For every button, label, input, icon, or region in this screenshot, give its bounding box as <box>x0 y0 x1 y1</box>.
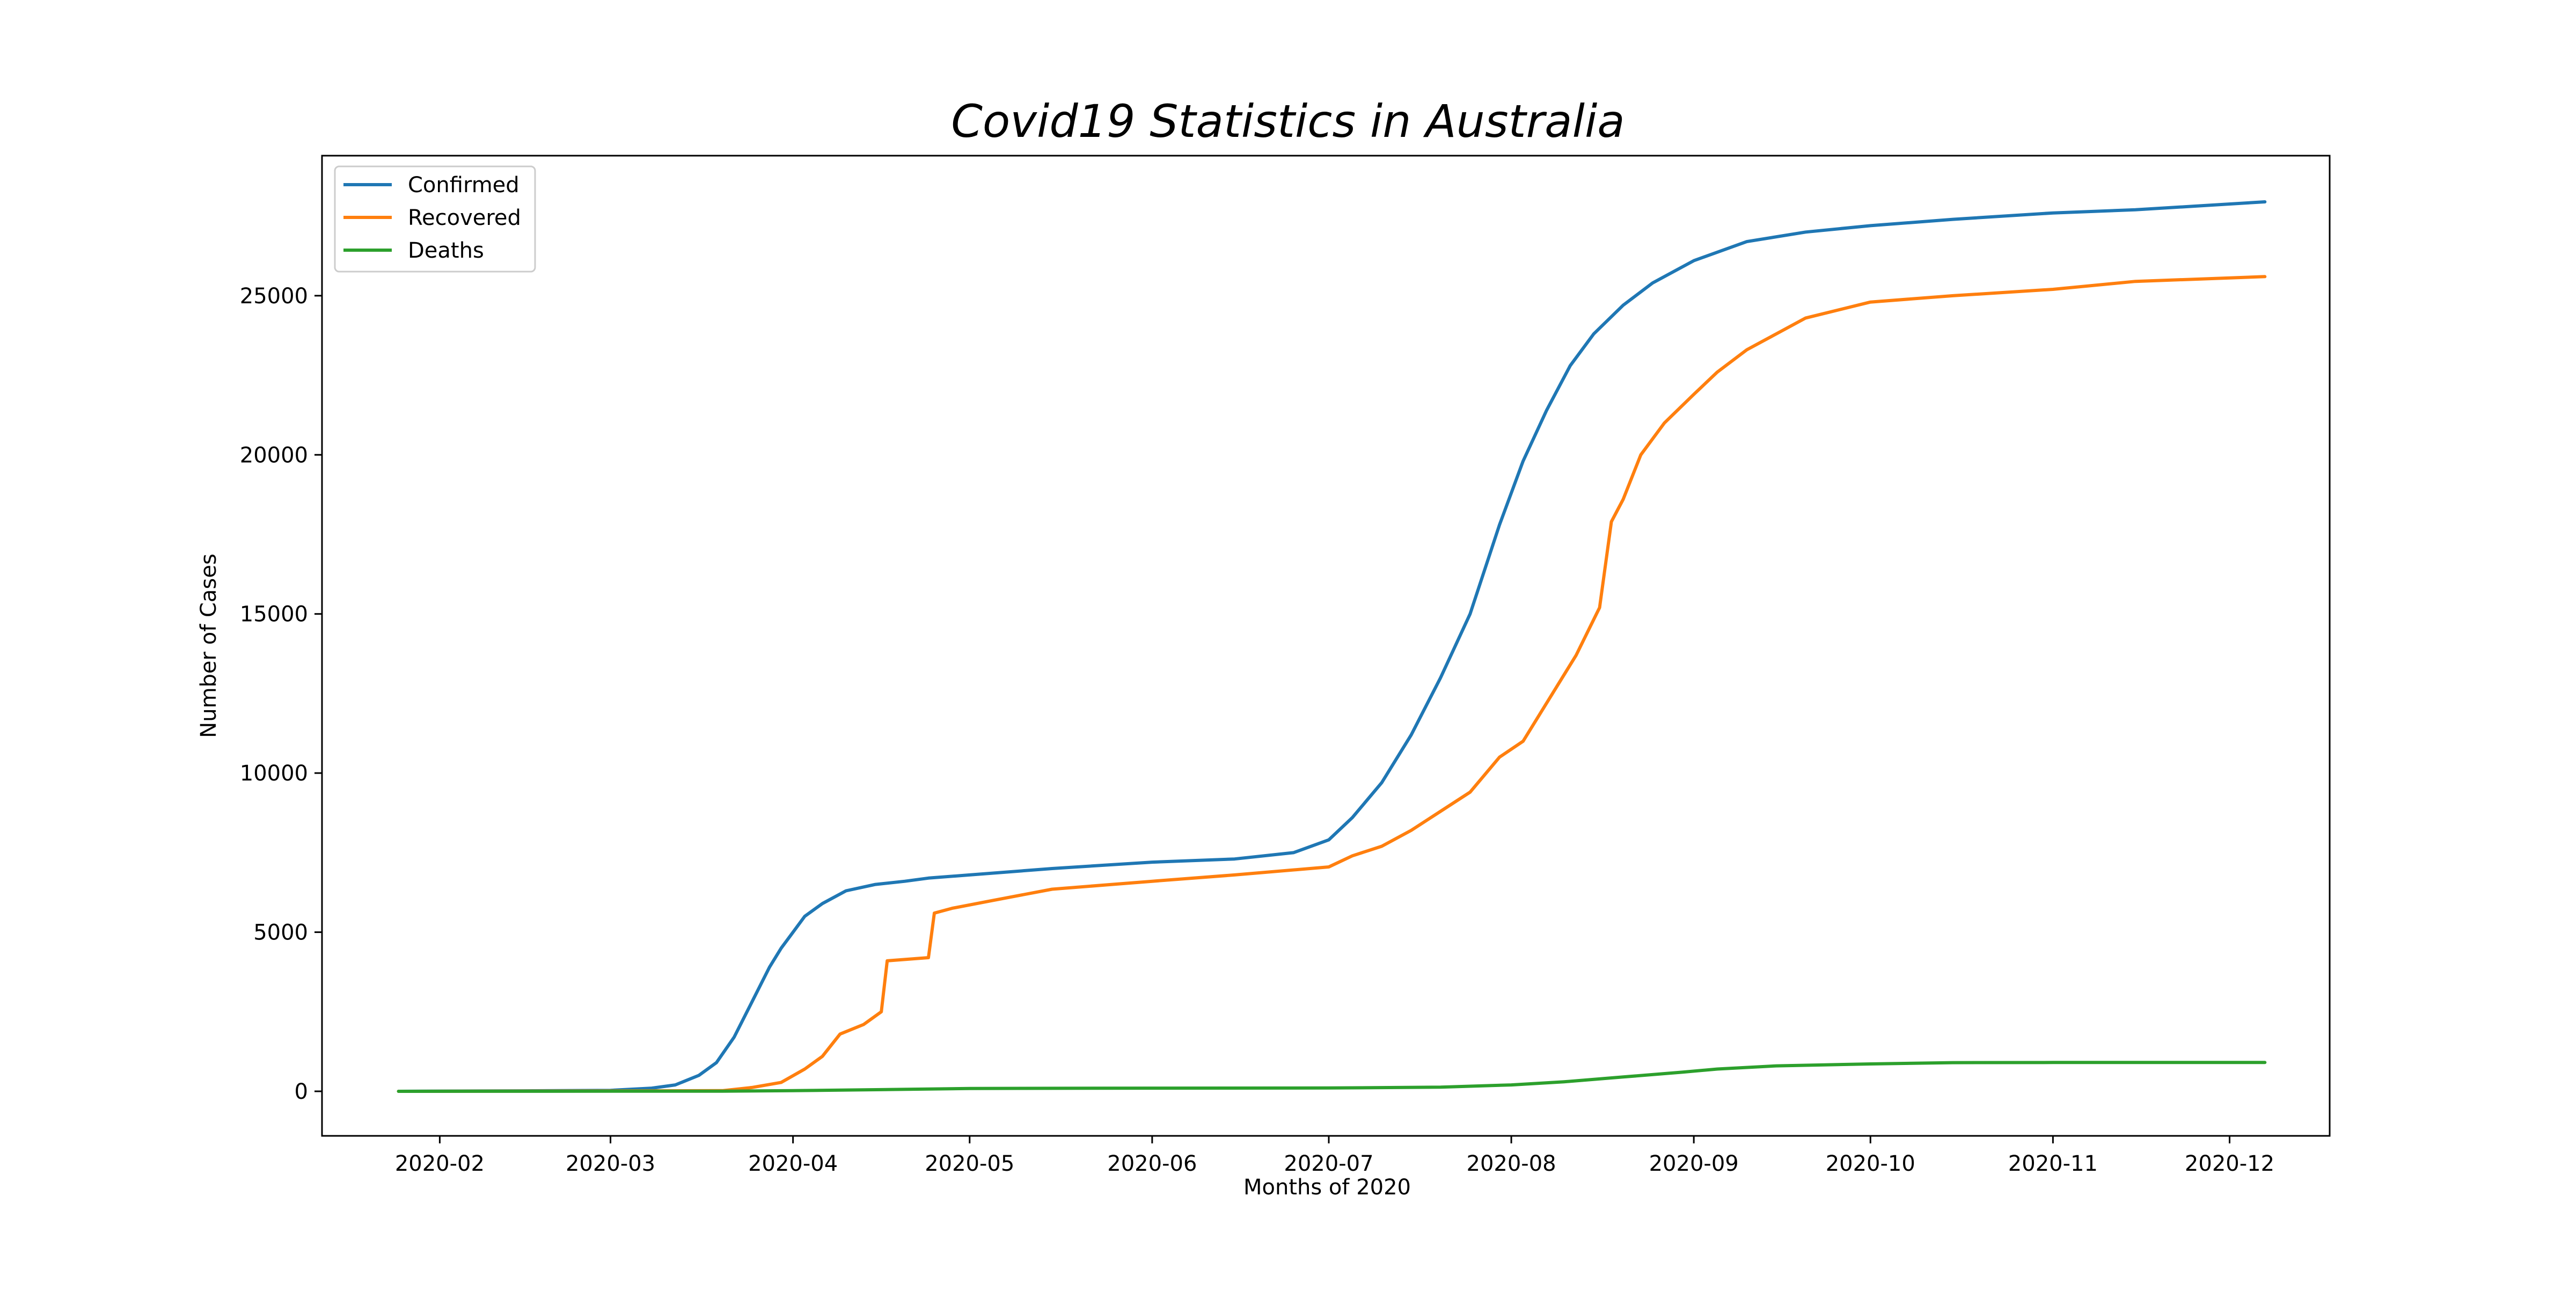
x-tick-label: 2020-04 <box>748 1151 838 1176</box>
y-tick-label: 25000 <box>240 284 308 309</box>
x-tick-label: 2020-10 <box>1826 1151 1915 1176</box>
series-line-confirmed <box>397 200 2267 1093</box>
x-tick-label: 2020-12 <box>2185 1151 2274 1176</box>
y-tick-label: 0 <box>295 1080 308 1104</box>
x-axis: 2020-02 2020-03 2020-04 2020-05 2020-06 2020-… <box>395 1136 2274 1176</box>
y-tick-label: 10000 <box>240 761 308 786</box>
y-axis-label: Number of Cases <box>196 553 221 738</box>
x-tick-label: 2020-05 <box>925 1151 1014 1176</box>
x-axis-label: Months of 2020 <box>1243 1175 1411 1200</box>
series-line-deaths <box>397 1061 2267 1093</box>
series-lines <box>397 200 2267 1093</box>
plot-area-frame <box>321 155 2331 1137</box>
x-tick-label: 2020-03 <box>566 1151 655 1176</box>
x-tick-label: 2020-08 <box>1467 1151 1556 1176</box>
x-tick-label: 2020-06 <box>1107 1151 1197 1176</box>
x-tick-label: 2020-07 <box>1284 1151 1373 1176</box>
legend-label-recovered: Recovered <box>408 206 521 230</box>
legend-label-deaths: Deaths <box>408 238 484 263</box>
y-tick-label: 15000 <box>240 602 308 627</box>
y-tick-label: 20000 <box>240 443 308 468</box>
series-line-recovered <box>397 275 2267 1093</box>
y-tick-label: 5000 <box>253 921 308 945</box>
y-axis: 0 5000 10000 15000 20000 25000 <box>240 284 322 1104</box>
legend-box <box>334 165 536 273</box>
x-tick-label: 2020-11 <box>2008 1151 2098 1176</box>
x-tick-label: 2020-09 <box>1649 1151 1739 1176</box>
chart-title: Covid19 Statistics in Australia <box>951 95 1625 148</box>
legend: Confirmed Recovered Deaths <box>334 165 536 273</box>
x-tick-label: 2020-02 <box>395 1151 485 1176</box>
legend-label-confirmed: Confirmed <box>408 173 519 198</box>
